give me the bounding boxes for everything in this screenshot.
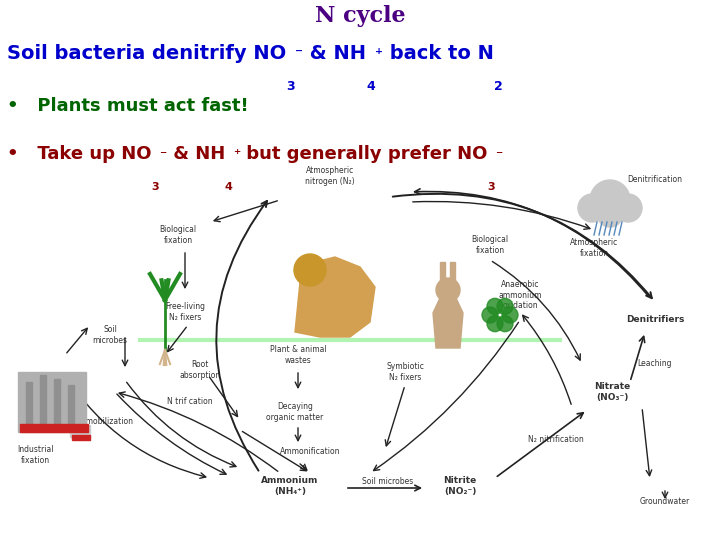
Text: Soil
microbes: Soil microbes: [92, 325, 127, 345]
Bar: [54, 379, 60, 427]
Text: ⁻: ⁻: [295, 47, 303, 62]
Text: Ammonification: Ammonification: [280, 448, 341, 456]
Circle shape: [487, 298, 503, 314]
Circle shape: [597, 201, 623, 227]
Text: Industrial
fixation: Industrial fixation: [17, 446, 53, 465]
Circle shape: [294, 254, 326, 286]
Text: Root
absorption: Root absorption: [179, 360, 220, 380]
Text: & NH: & NH: [167, 145, 225, 163]
Text: ⁻: ⁻: [159, 148, 167, 162]
Text: ⁻: ⁻: [495, 148, 503, 162]
Text: Nitrite
(NO₂⁻): Nitrite (NO₂⁻): [444, 476, 477, 496]
Circle shape: [614, 194, 642, 222]
Circle shape: [497, 316, 513, 332]
Text: Biological
fixation: Biological fixation: [159, 225, 197, 245]
Circle shape: [497, 298, 513, 314]
Text: ⁺: ⁺: [375, 47, 383, 62]
Text: Free-living
N₂ fixers: Free-living N₂ fixers: [165, 302, 205, 322]
Text: 3: 3: [287, 80, 295, 93]
Text: & NH: & NH: [303, 44, 366, 63]
Circle shape: [436, 278, 460, 302]
Bar: [20, 424, 88, 432]
Circle shape: [502, 307, 518, 323]
Text: •   Plants must act fast!: • Plants must act fast!: [7, 97, 249, 114]
Text: but generally prefer NO: but generally prefer NO: [240, 145, 487, 163]
Circle shape: [578, 194, 606, 222]
Text: Soil bacteria denitrify NO: Soil bacteria denitrify NO: [7, 44, 287, 63]
Text: 3: 3: [487, 182, 495, 192]
Text: N trif cation: N trif cation: [167, 397, 213, 407]
Text: Ammonium
(NH₄⁺): Ammonium (NH₄⁺): [261, 476, 319, 496]
Polygon shape: [295, 257, 375, 337]
Bar: [68, 385, 74, 427]
Text: back to N: back to N: [383, 44, 494, 63]
Bar: [440, 262, 445, 282]
Text: 4: 4: [366, 80, 375, 93]
Text: Immobilization: Immobilization: [76, 417, 133, 427]
Polygon shape: [433, 298, 463, 348]
Text: Leaching: Leaching: [636, 360, 671, 368]
Text: Plant & animal
wastes: Plant & animal wastes: [270, 345, 326, 364]
Bar: [18, 372, 86, 432]
Bar: [26, 382, 32, 427]
Text: ⁺: ⁺: [233, 148, 240, 162]
Bar: [450, 262, 455, 282]
Bar: [72, 435, 90, 440]
Text: Soil microbes: Soil microbes: [362, 477, 413, 487]
Text: N cycle: N cycle: [315, 5, 405, 27]
Text: Nitrate
(NO₃⁻): Nitrate (NO₃⁻): [594, 382, 630, 402]
Text: Decaying
organic matter: Decaying organic matter: [266, 402, 323, 422]
Text: •   Take up NO: • Take up NO: [7, 145, 152, 163]
Text: Denitrifiers: Denitrifiers: [626, 315, 684, 325]
Text: Atmospheric
nitrogen (N₂): Atmospheric nitrogen (N₂): [305, 166, 355, 186]
Text: Atmospheric
fixation: Atmospheric fixation: [570, 238, 618, 258]
Text: 2: 2: [494, 80, 503, 93]
Bar: [40, 375, 46, 427]
Text: 4: 4: [225, 182, 233, 192]
Circle shape: [487, 316, 503, 332]
Text: Anaerobic
ammonium
oxidation: Anaerobic ammonium oxidation: [498, 280, 541, 310]
Text: Symbiotic
N₂ fixers: Symbiotic N₂ fixers: [386, 362, 424, 382]
Text: Denitrification: Denitrification: [628, 176, 683, 185]
Bar: [70, 425, 90, 437]
Circle shape: [482, 307, 498, 323]
Text: 3: 3: [152, 182, 159, 192]
Text: Groundwater: Groundwater: [640, 497, 690, 507]
Text: Biological
fixation: Biological fixation: [472, 235, 508, 255]
Text: N₂ nitrification: N₂ nitrification: [528, 435, 584, 444]
Circle shape: [590, 180, 630, 220]
